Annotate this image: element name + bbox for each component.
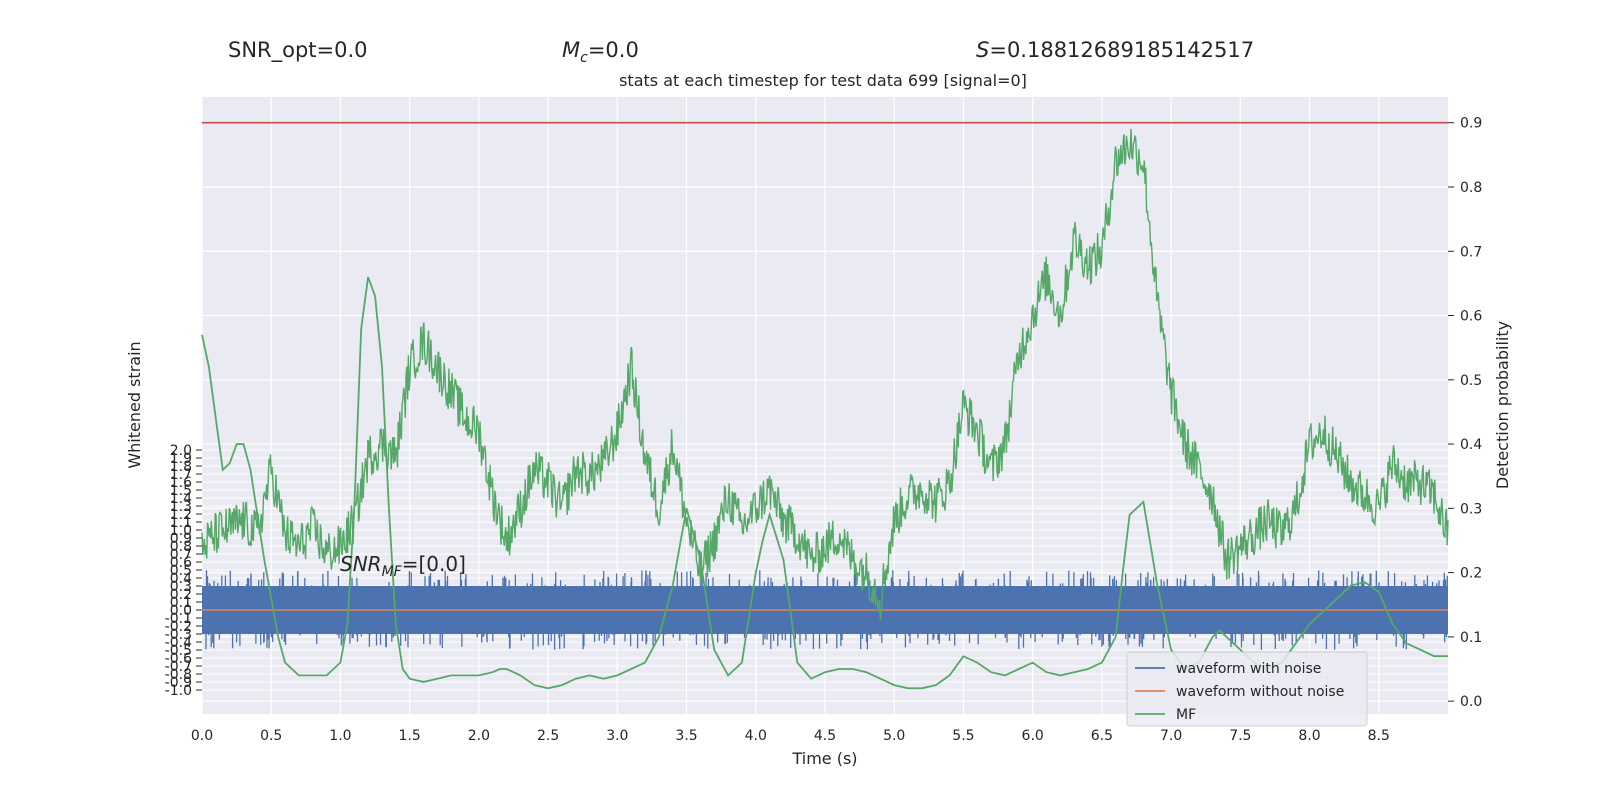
s-symbol: S: [976, 38, 990, 62]
left-tick-label: -1.0: [165, 683, 192, 699]
left-tick-label: 0.8: [170, 539, 192, 555]
snr-opt-text: SNR_opt=0.0: [228, 38, 368, 62]
left-tick-label: -0.8: [165, 667, 192, 683]
mc-symbol: M: [562, 38, 581, 62]
x-tick-label: 8.0: [1298, 728, 1320, 744]
x-tick-label: 6.0: [1022, 728, 1044, 744]
right-tick-label: 0.6: [1460, 309, 1482, 325]
left-tick-label: 1.2: [170, 507, 192, 523]
legend-box: [1126, 651, 1368, 727]
left-tick-label: 1.0: [170, 523, 192, 539]
waveform-with-noise-spikes: [205, 570, 1448, 650]
right-tick-label: 0.5: [1460, 373, 1482, 389]
x-tick-label: 8.5: [1368, 728, 1390, 744]
right-tick-label: 0.8: [1460, 180, 1482, 196]
left-tick-label: 0.1: [170, 595, 192, 611]
left-tick-label: 0.5: [170, 563, 192, 579]
left-tick-label: -0.9: [165, 675, 192, 691]
left-tick-label: -0.2: [165, 619, 192, 635]
left-tick-label: 0.3: [170, 579, 192, 595]
x-tick-label: 5.5: [952, 728, 974, 744]
left-tick-label: -0.7: [165, 659, 192, 675]
x-tick-label: 5.0: [883, 728, 905, 744]
left-tick-label: 0.4: [170, 571, 192, 587]
left-tick-label: 1.4: [170, 491, 192, 507]
x-tick-label: 4.5: [814, 728, 836, 744]
right-tick-label: 0.0: [1460, 694, 1482, 710]
right-tick-label: 0.9: [1460, 116, 1482, 132]
left-tick-label: -0.4: [165, 635, 192, 651]
chirp-mass-label: Mc=0.0: [562, 38, 639, 66]
detection-probability-line: [201, 128, 1449, 620]
left-tick-label: -0.3: [165, 627, 192, 643]
x-tick-label: 0.0: [191, 728, 213, 744]
x-tick-label: 7.0: [1160, 728, 1182, 744]
x-axis-label: Time (s): [791, 749, 857, 768]
s-label: S=0.18812689185142517: [976, 38, 1254, 62]
x-tick-label: 7.5: [1229, 728, 1251, 744]
mc-subscript: c: [580, 50, 588, 67]
x-tick-label: 0.5: [260, 728, 282, 744]
left-tick-label: 2.0: [170, 443, 192, 459]
x-tick-label: 1.5: [399, 728, 421, 744]
left-tick-label: 0.0: [170, 603, 192, 619]
left-tick-label: 0.6: [170, 555, 192, 571]
right-tick-label: 0.2: [1460, 566, 1482, 582]
left-tick-label: -0.1: [165, 611, 192, 627]
right-tick-label: 0.4: [1460, 437, 1482, 453]
legend-label: waveform with noise: [1176, 661, 1321, 677]
mf-line: [201, 276, 1448, 690]
left-tick-label: 1.6: [170, 475, 192, 491]
left-axis-label: Whitened strain: [125, 341, 144, 468]
legend: waveform with noise waveform without nois…: [1126, 651, 1368, 727]
left-tick-label: 0.9: [170, 531, 192, 547]
mc-value: =0.0: [587, 38, 639, 62]
left-tick-label: -0.6: [165, 651, 192, 667]
right-tick-label: 0.7: [1460, 244, 1482, 260]
right-tick-label: 0.1: [1460, 630, 1482, 646]
left-tick-label: -0.5: [165, 643, 192, 659]
left-tick-label: 1.1: [170, 515, 192, 531]
x-tick-label: 2.5: [537, 728, 559, 744]
legend-label: MF: [1176, 707, 1196, 723]
left-tick-label: 1.5: [170, 483, 192, 499]
left-tick-label: 1.8: [170, 459, 192, 475]
x-tick-label: 3.0: [606, 728, 628, 744]
x-tick-label: 4.0: [745, 728, 767, 744]
x-tick-label: 3.5: [675, 728, 697, 744]
right-tick-label: 0.3: [1460, 501, 1482, 517]
left-tick-label: 0.7: [170, 547, 192, 563]
s-value: =0.18812689185142517: [989, 38, 1255, 62]
x-tick-label: 2.0: [468, 728, 490, 744]
legend-label: waveform without noise: [1176, 684, 1344, 700]
snr-opt-label: SNR_opt=0.0: [228, 38, 368, 62]
snr-mf-annotation: SNRMF=[0.0]: [340, 552, 466, 580]
left-tick-label: 0.2: [170, 587, 192, 603]
left-tick-label: 1.7: [170, 467, 192, 483]
right-axis-label: Detection probability: [1493, 321, 1512, 489]
chart-title: stats at each timestep for test data 699…: [619, 71, 1027, 90]
x-tick-label: 1.0: [329, 728, 351, 744]
left-tick-label: 1.9: [170, 451, 192, 467]
x-tick-label: 6.5: [1091, 728, 1113, 744]
left-tick-label: 1.3: [170, 499, 192, 515]
